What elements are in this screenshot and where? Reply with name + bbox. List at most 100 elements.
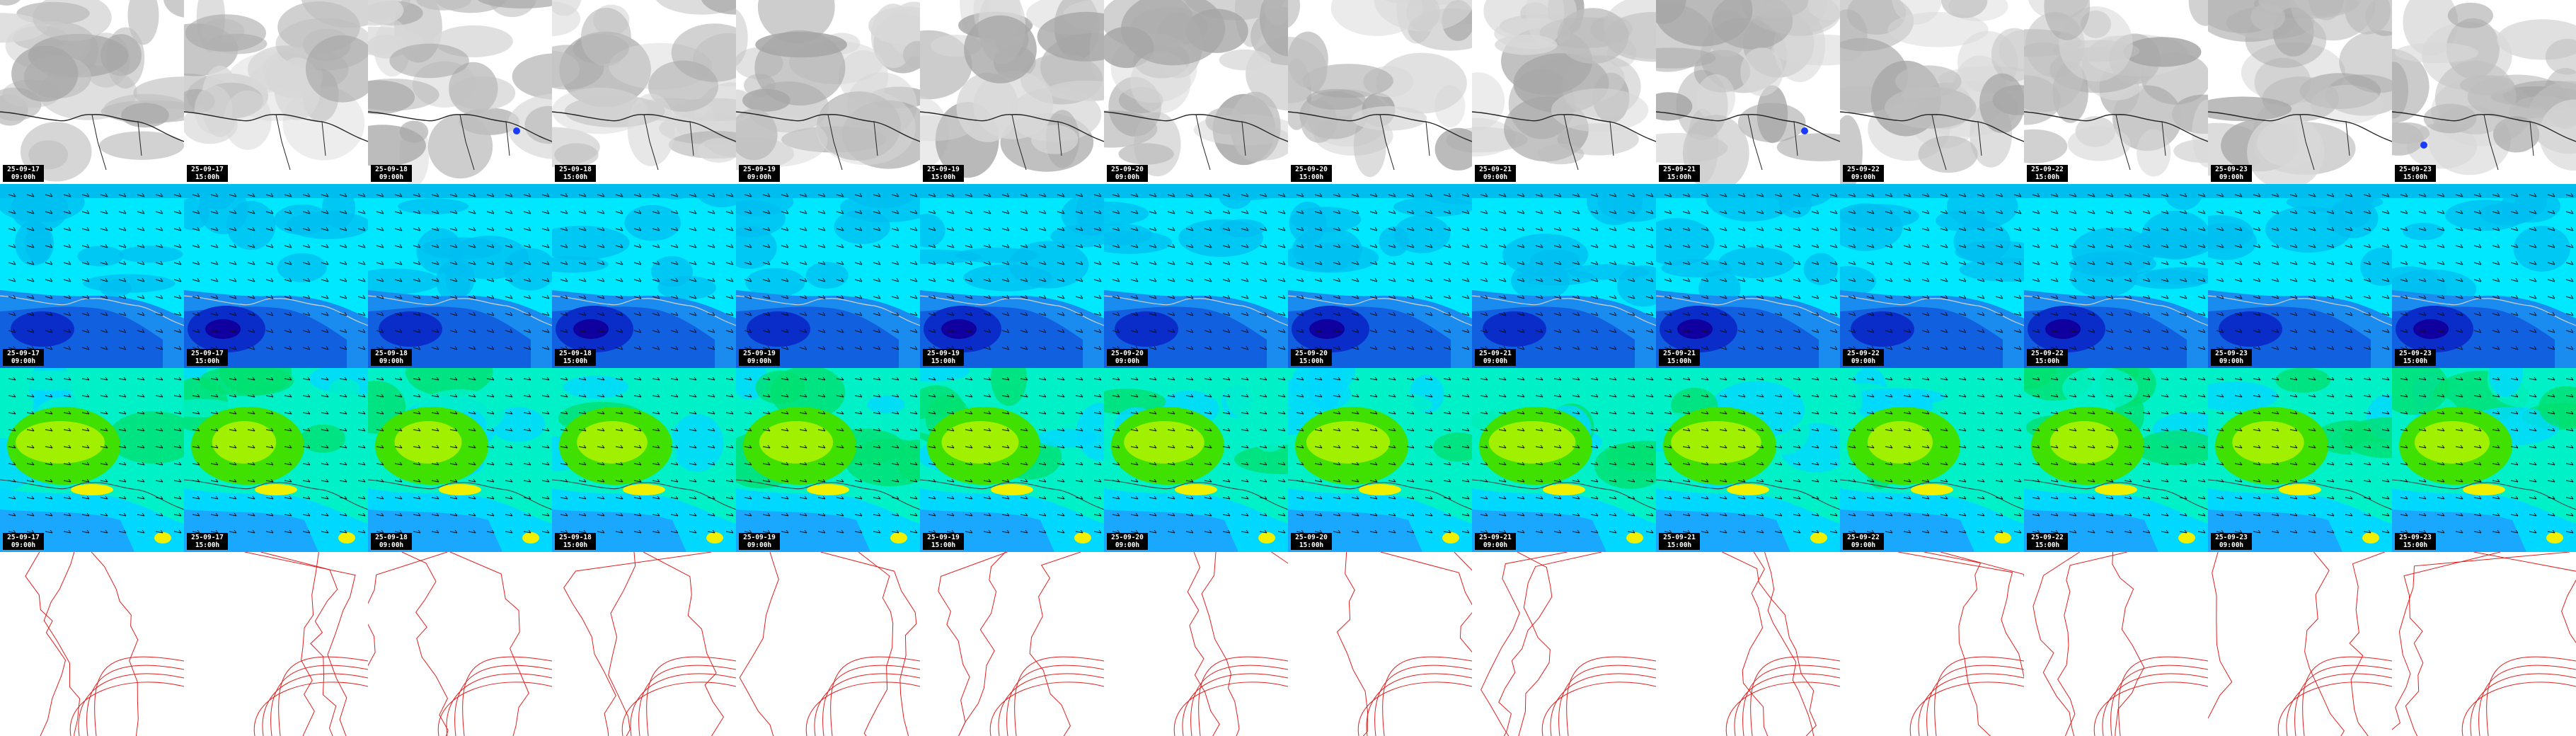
map-panel-field-a: 25-09-21 15:00h <box>1656 184 1840 368</box>
timestamp-label: 25-09-22 15:00h <box>2027 349 2068 366</box>
map-image <box>1840 368 2024 552</box>
timestamp-date: 25-09-22 <box>2031 166 2064 173</box>
map-image <box>920 552 1104 736</box>
timestamp-label: 25-09-17 09:00h <box>3 165 44 182</box>
timestamp-label: 25-09-21 15:00h <box>1659 533 1700 550</box>
timestamp-time: 15:00h <box>195 541 220 549</box>
map-panel-field-b: 25-09-23 15:00h <box>2392 368 2576 552</box>
map-panel-contour <box>2208 552 2392 736</box>
timestamp-date: 25-09-19 <box>743 350 776 357</box>
timestamp-label: 25-09-22 15:00h <box>2027 165 2068 182</box>
timestamp-time: 15:00h <box>2035 541 2060 549</box>
map-image <box>2392 184 2576 368</box>
map-panel-field-b: 25-09-22 15:00h <box>2024 368 2208 552</box>
timestamp-date: 25-09-18 <box>559 350 592 357</box>
map-image <box>2024 184 2208 368</box>
coastline <box>184 295 368 326</box>
timestamp-label: 25-09-19 15:00h <box>923 533 964 550</box>
coastline <box>920 479 1104 510</box>
coastline <box>2024 295 2208 326</box>
timestamp-time: 15:00h <box>1299 173 1324 181</box>
timestamp-time: 15:00h <box>195 357 220 365</box>
timestamp-time: 15:00h <box>2403 357 2428 365</box>
timestamp-date: 25-09-23 <box>2215 350 2248 357</box>
timestamp-time: 15:00h <box>1299 357 1324 365</box>
map-image <box>1472 368 1656 552</box>
timestamp-label: 25-09-22 15:00h <box>2027 533 2068 550</box>
timestamp-label: 25-09-22 09:00h <box>1843 533 1884 550</box>
map-panel-contour <box>1656 552 1840 736</box>
map-image <box>1656 0 1840 184</box>
timestamp-label: 25-09-19 09:00h <box>739 349 780 366</box>
map-image <box>368 0 552 184</box>
coastline <box>1840 479 2024 510</box>
timestamp-time: 09:00h <box>1851 173 1876 181</box>
map-panel-contour <box>2392 552 2576 736</box>
map-panel-field-b: 25-09-23 09:00h <box>2208 368 2392 552</box>
timestamp-time: 09:00h <box>747 541 772 549</box>
map-panel-field-a: 25-09-17 15:00h <box>184 184 368 368</box>
map-image <box>1840 552 2024 736</box>
map-panel-field-b: 25-09-21 15:00h <box>1656 368 1840 552</box>
map-image <box>2024 368 2208 552</box>
map-image <box>920 184 1104 368</box>
timestamp-time: 09:00h <box>379 541 404 549</box>
coastline <box>2024 479 2208 510</box>
timestamp-time: 15:00h <box>931 357 956 365</box>
map-panel-cloud: 25-09-17 09:00h <box>0 0 184 184</box>
map-panel-field-a: 25-09-20 09:00h <box>1104 184 1288 368</box>
map-panel-field-a: 25-09-22 15:00h <box>2024 184 2208 368</box>
timestamp-label: 25-09-17 15:00h <box>187 165 228 182</box>
timestamp-date: 25-09-23 <box>2215 534 2248 541</box>
timestamp-label: 25-09-20 15:00h <box>1291 165 1332 182</box>
map-panel-contour <box>1288 552 1472 736</box>
coastline <box>1288 295 1472 326</box>
timestamp-label: 25-09-21 09:00h <box>1475 165 1516 182</box>
timestamp-date: 25-09-23 <box>2399 534 2432 541</box>
timestamp-label: 25-09-23 15:00h <box>2395 533 2436 550</box>
map-image <box>736 368 920 552</box>
timestamp-date: 25-09-18 <box>375 166 408 173</box>
timestamp-label: 25-09-23 15:00h <box>2395 349 2436 366</box>
map-image <box>2392 368 2576 552</box>
coastline <box>1472 479 1656 510</box>
timestamp-time: 09:00h <box>379 173 404 181</box>
map-panel-field-a: 25-09-22 09:00h <box>1840 184 2024 368</box>
timestamp-date: 25-09-20 <box>1295 350 1328 357</box>
timestamp-time: 09:00h <box>11 541 36 549</box>
map-panel-cloud: 25-09-18 09:00h <box>368 0 552 184</box>
row-field-b: 25-09-17 09:00h 25-09-17 15:00h 25-09-18 09:0… <box>0 368 2576 552</box>
timestamp-date: 25-09-21 <box>1663 534 1696 541</box>
map-image <box>2392 0 2576 184</box>
map-panel-contour <box>0 552 184 736</box>
timestamp-label: 25-09-20 15:00h <box>1291 349 1332 366</box>
timestamp-time: 09:00h <box>1483 541 1508 549</box>
timestamp-label: 25-09-20 15:00h <box>1291 533 1332 550</box>
map-image <box>736 0 920 184</box>
timestamp-date: 25-09-20 <box>1295 166 1328 173</box>
map-image <box>1104 368 1288 552</box>
timestamp-label: 25-09-18 09:00h <box>371 165 412 182</box>
row-contour <box>0 552 2576 736</box>
coastline <box>1656 295 1840 326</box>
map-panel-field-a: 25-09-19 09:00h <box>736 184 920 368</box>
timestamp-time: 09:00h <box>2219 541 2244 549</box>
timestamp-date: 25-09-18 <box>559 166 592 173</box>
timestamp-time: 15:00h <box>1667 541 1692 549</box>
map-image <box>1472 0 1656 184</box>
map-image <box>1288 552 1472 736</box>
map-panel-field-a: 25-09-17 09:00h <box>0 184 184 368</box>
timestamp-date: 25-09-21 <box>1479 350 1512 357</box>
timestamp-date: 25-09-21 <box>1663 166 1696 173</box>
coastline <box>1104 295 1288 326</box>
map-image <box>552 552 736 736</box>
timestamp-time: 09:00h <box>1115 173 1140 181</box>
timestamp-label: 25-09-21 15:00h <box>1659 349 1700 366</box>
timestamp-time: 09:00h <box>1115 541 1140 549</box>
map-panel-field-a: 25-09-21 09:00h <box>1472 184 1656 368</box>
map-panel-field-a: 25-09-23 09:00h <box>2208 184 2392 368</box>
map-panel-field-b: 25-09-20 15:00h <box>1288 368 1472 552</box>
map-panel-field-b: 25-09-20 09:00h <box>1104 368 1288 552</box>
timestamp-time: 15:00h <box>1299 541 1324 549</box>
timestamp-date: 25-09-20 <box>1111 350 1144 357</box>
